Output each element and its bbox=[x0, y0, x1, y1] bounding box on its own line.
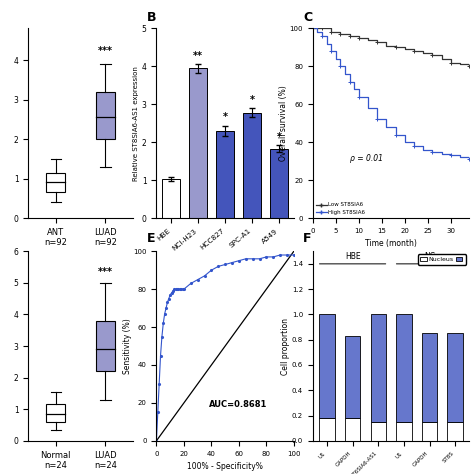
Bar bbox=[319, 418, 335, 441]
Text: C: C bbox=[303, 11, 312, 24]
Bar bbox=[345, 418, 360, 441]
Bar bbox=[270, 149, 288, 218]
Text: ***: *** bbox=[98, 266, 113, 276]
Bar bbox=[396, 422, 411, 441]
Bar bbox=[345, 336, 360, 418]
Bar bbox=[447, 422, 463, 441]
Y-axis label: Sensitivity (%): Sensitivity (%) bbox=[123, 318, 132, 374]
X-axis label: 100% - Specificity%: 100% - Specificity% bbox=[187, 462, 263, 471]
Y-axis label: Relative ST8SIA6-AS1 expression: Relative ST8SIA6-AS1 expression bbox=[133, 66, 139, 181]
Bar bbox=[96, 91, 115, 139]
Text: ρ = 0.01: ρ = 0.01 bbox=[350, 154, 383, 163]
Bar bbox=[396, 314, 411, 422]
Bar bbox=[96, 321, 115, 371]
Bar bbox=[217, 131, 234, 218]
Bar bbox=[46, 173, 65, 192]
Bar bbox=[319, 314, 335, 418]
Bar bbox=[190, 68, 207, 218]
Text: *: * bbox=[276, 132, 282, 142]
Text: **: ** bbox=[193, 51, 203, 61]
Bar bbox=[46, 404, 65, 422]
Text: ***: *** bbox=[98, 46, 113, 56]
Y-axis label: Cell proportion: Cell proportion bbox=[282, 318, 291, 374]
Bar bbox=[243, 113, 261, 218]
Legend: Nucleus, : Nucleus, bbox=[418, 255, 466, 264]
Bar bbox=[447, 333, 463, 422]
Y-axis label: Overall survival (%): Overall survival (%) bbox=[279, 85, 288, 161]
Bar bbox=[422, 422, 437, 441]
Text: F: F bbox=[303, 232, 312, 245]
X-axis label: Time (month): Time (month) bbox=[365, 239, 417, 248]
Bar bbox=[371, 314, 386, 422]
Text: B: B bbox=[147, 11, 156, 24]
Text: AUC=0.8681: AUC=0.8681 bbox=[209, 400, 267, 409]
Bar bbox=[163, 179, 180, 218]
Legend: Low ST8SIA6, High ST8SIA6: Low ST8SIA6, High ST8SIA6 bbox=[316, 202, 365, 215]
Text: HBE: HBE bbox=[345, 252, 360, 261]
Text: *: * bbox=[250, 95, 255, 105]
Bar bbox=[422, 333, 437, 422]
Bar bbox=[371, 422, 386, 441]
Text: E: E bbox=[147, 232, 155, 245]
Text: *: * bbox=[223, 112, 228, 122]
Text: NC: NC bbox=[424, 252, 435, 261]
